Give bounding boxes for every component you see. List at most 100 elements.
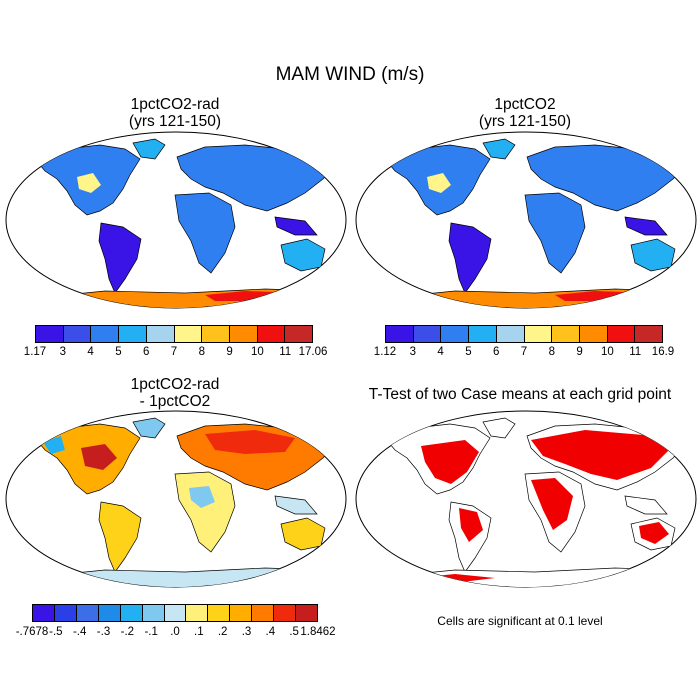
- colorbar-swatch: [142, 605, 165, 621]
- colorbar-tick-label: .2: [217, 626, 228, 638]
- colorbar-tick-label: -.1: [144, 626, 158, 638]
- colorbar-tick-label: 8: [198, 346, 205, 358]
- colorbar-panel-1: [35, 325, 313, 343]
- colorbar-tick-label: -.3: [96, 626, 111, 638]
- colorbar-tick-label: 4: [87, 346, 94, 358]
- colorbar-tick-label: .0: [170, 626, 180, 638]
- colorbar-tick-label: 1.12: [373, 346, 397, 358]
- significant-north-america: [421, 440, 479, 484]
- colorbar-tick-label: 17.06: [298, 346, 328, 358]
- significant-africa: [531, 478, 573, 530]
- colorbar-tick-label: 8: [548, 346, 555, 358]
- colorbar-panel-3: [32, 604, 318, 622]
- panel-3-title-line2: - 1pctCO2: [139, 393, 211, 410]
- colorbar-swatch: [36, 326, 64, 342]
- colorbar-tick-label: 11: [629, 346, 642, 358]
- figure-title: MAM WIND (m/s): [275, 64, 425, 85]
- north-america-strong-increase: [81, 444, 117, 470]
- colorbar-swatch: [33, 605, 55, 621]
- continent-south-america: [448, 222, 492, 294]
- colorbar-swatch: [386, 326, 414, 342]
- colorbar-tick-label: 7: [520, 346, 528, 358]
- panel-4-title: T-Test of two Case means at each grid po…: [345, 386, 695, 403]
- colorbar-swatch: [296, 605, 317, 621]
- map-significance: [355, 410, 697, 588]
- colorbar-tick-label: 11: [279, 346, 292, 358]
- colorbar-swatch: [54, 605, 77, 621]
- continent-maritime-asia: [274, 216, 318, 236]
- colorbar-tick-label: 4: [437, 346, 444, 358]
- colorbar-tick-label: 9: [576, 346, 583, 358]
- north-america-highs: [77, 173, 101, 193]
- continent-greenland: [482, 138, 516, 160]
- continent-greenland: [132, 138, 166, 160]
- colorbar-swatch: [186, 605, 209, 621]
- colorbar-tick-label: 5: [115, 346, 122, 358]
- colorbar-swatch: [496, 326, 525, 342]
- colorbar-swatch: [119, 326, 147, 342]
- colorbar-swatch: [174, 326, 203, 342]
- continent-maritime-asia: [624, 216, 668, 236]
- colorbar-tick-label: 16.9: [651, 346, 675, 358]
- colorbar-tick-label: -.7678: [15, 626, 49, 638]
- colorbar-swatch: [469, 326, 497, 342]
- colorbar-tick-label: .5: [289, 626, 299, 638]
- colorbar-tick-label: 7: [170, 346, 178, 358]
- significant-south-america: [459, 508, 483, 542]
- panel-2-title-line2: (yrs 121-150): [478, 113, 572, 130]
- panel-1-title: 1pctCO2-rad (yrs 121-150): [75, 96, 275, 130]
- continent-europe-asia: [526, 144, 686, 212]
- continent-south-america: [98, 222, 142, 294]
- colorbar-swatch: [413, 326, 442, 342]
- map-wind-1pctco2-rad: [5, 131, 347, 309]
- colorbar-swatch: [607, 326, 636, 342]
- panel-1-title-line1: 1pctCO2-rad: [130, 96, 220, 113]
- colorbar-swatch: [257, 326, 286, 342]
- colorbar-swatch: [524, 326, 553, 342]
- colorbar-tick-label: -.4: [72, 626, 87, 638]
- panel-3-title: 1pctCO2-rad - 1pctCO2: [75, 376, 275, 410]
- colorbar-swatch: [63, 326, 92, 342]
- map-wind-difference: [5, 410, 347, 588]
- colorbar-swatch: [441, 326, 470, 342]
- continent-africa: [524, 192, 586, 274]
- continent-greenland: [132, 417, 166, 439]
- colorbar-tick-label: 5: [465, 346, 472, 358]
- colorbar-tick-label: 1.8462: [300, 626, 336, 638]
- colorbar-swatch: [252, 605, 275, 621]
- colorbar-tick-label: 10: [600, 346, 614, 358]
- colorbar-swatch: [91, 326, 120, 342]
- significant-australia: [639, 522, 669, 544]
- continent-africa: [174, 192, 236, 274]
- map-wind-1pctco2: [355, 131, 697, 309]
- panel-4-title-line1: T-Test of two Case means at each grid po…: [368, 386, 672, 403]
- colorbar-swatch: [164, 605, 187, 621]
- colorbar-swatch: [202, 326, 230, 342]
- colorbar-panel-2: [385, 325, 663, 343]
- continent-south-america: [98, 501, 142, 573]
- colorbar-tick-label: 9: [226, 346, 233, 358]
- colorbar-swatch: [229, 326, 258, 342]
- colorbar-swatch: [635, 326, 663, 342]
- colorbar-tick-label: 3: [59, 346, 66, 358]
- continent-europe-asia: [176, 144, 336, 212]
- north-america-highs: [427, 173, 451, 193]
- colorbar-swatch: [208, 605, 231, 621]
- eurasia-strong-increase: [205, 430, 295, 454]
- colorbar-tick-label: 6: [492, 346, 500, 358]
- colorbar-swatch: [552, 326, 580, 342]
- colorbar-tick-label: 6: [142, 346, 150, 358]
- continent-maritime-asia: [274, 495, 318, 515]
- panel-1-title-line2: (yrs 121-150): [128, 113, 222, 130]
- colorbar-swatch: [274, 605, 297, 621]
- significant-eurasia: [531, 430, 669, 480]
- panel-3-title-line1: 1pctCO2-rad: [130, 376, 220, 393]
- colorbar-swatch: [146, 326, 175, 342]
- colorbar-swatch: [98, 605, 121, 621]
- colorbar-tick-label: .3: [241, 626, 252, 638]
- colorbar-swatch: [230, 605, 253, 621]
- colorbar-tick-label: .4: [265, 626, 276, 638]
- panel-2-title-line1: 1pctCO2: [494, 96, 556, 113]
- colorbar-tick-label: 1.17: [23, 346, 47, 358]
- continent-maritime-asia: [624, 495, 668, 515]
